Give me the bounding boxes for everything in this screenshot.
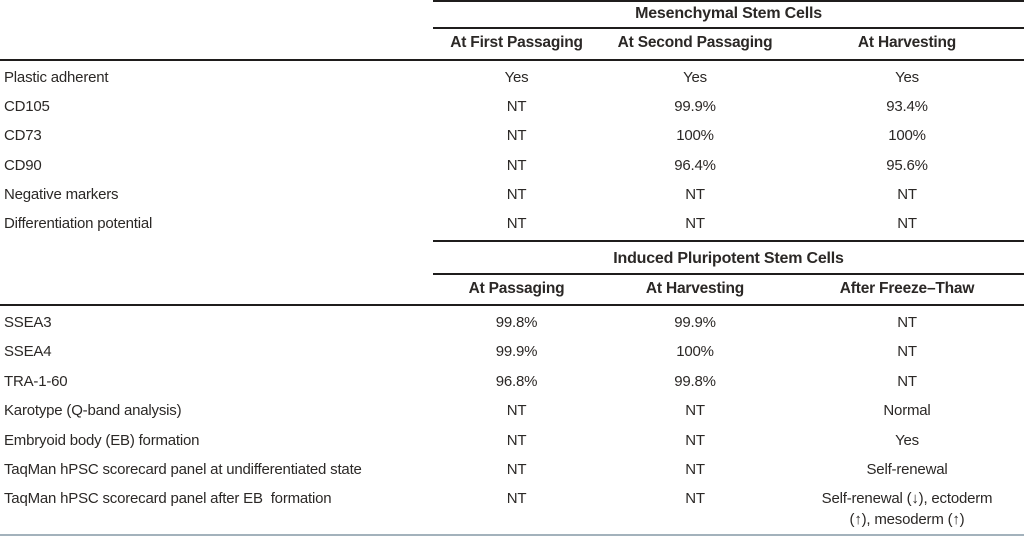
cell-value: NT: [685, 490, 705, 508]
cell-value: NT: [685, 431, 705, 449]
cell-value: 99.9%: [495, 343, 538, 361]
column-header-spacer: [0, 34, 433, 52]
cell-value: NT: [506, 402, 527, 420]
cell-value: NT: [685, 214, 705, 232]
cell-value: Yes: [504, 69, 529, 86]
cell-value: 95.6%: [886, 156, 928, 174]
row-label: CD105: [4, 98, 50, 116]
table-body: Plastic adherent Yes Yes Yes CD105 NT 99.9% 93.…: [0, 63, 1024, 238]
section-title: Induced Pluripotent Stem Cells: [613, 250, 844, 267]
cell-value: NT: [897, 214, 917, 232]
table-body: SSEA3 99.8% 99.9% NT SSEA4 99.9% 100% NT TRA-1-6…: [0, 308, 1024, 530]
section-title: Mesenchymal Stem Cells: [635, 5, 822, 22]
cell-value: 99.8%: [674, 372, 716, 390]
column-header: At Harvesting: [645, 280, 745, 297]
column-header-row: At Passaging At Harvesting After Freeze–…: [0, 280, 1024, 298]
row-label: CD90: [4, 156, 42, 174]
row-label: Negative markers: [4, 185, 119, 203]
cell-value: NT: [506, 156, 527, 174]
column-header: After Freeze–Thaw: [839, 280, 975, 297]
cell-value: NT: [506, 460, 527, 478]
cell-value: Normal: [883, 402, 931, 420]
cell-value: NT: [897, 185, 917, 203]
cell-value: NT: [897, 372, 917, 390]
table-top-rule: [433, 0, 1024, 2]
cell-value: NT: [506, 185, 527, 203]
cell-value: NT: [685, 460, 705, 478]
row-label: SSEA4: [4, 343, 52, 361]
spanner-rule: [433, 27, 1024, 29]
row-label: TaqMan hPSC scorecard panel after EB for…: [4, 490, 332, 508]
row-label: TRA-1-60: [4, 372, 68, 390]
cell-value: Self-renewal (↓), ectoderm (↑), mesoderm…: [821, 490, 993, 529]
cell-value: NT: [506, 490, 527, 508]
cell-value: Yes: [683, 69, 707, 86]
cell-value: 100%: [888, 127, 926, 145]
row-label: Plastic adherent: [4, 69, 109, 86]
cell-value: 99.8%: [495, 314, 538, 331]
cell-value: 100%: [676, 127, 714, 145]
column-header: At Harvesting: [857, 34, 957, 51]
row-label: TaqMan hPSC scorecard panel at undiffere…: [4, 460, 362, 478]
cell-value: 96.8%: [495, 372, 538, 390]
cell-value: 100%: [676, 343, 714, 361]
column-header-spacer: [0, 280, 433, 298]
table-bottom-rule: [0, 534, 1024, 536]
row-label: Karotype (Q-band analysis): [4, 402, 182, 420]
header-rule: [0, 59, 1024, 61]
spanner-rule: [433, 273, 1024, 275]
column-header: At First Passaging: [450, 34, 583, 51]
row-label: SSEA3: [4, 314, 52, 331]
column-header: At Passaging: [468, 280, 565, 297]
cell-value: NT: [685, 402, 705, 420]
row-label: Differentiation potential: [4, 214, 153, 232]
cell-value: 96.4%: [674, 156, 716, 174]
cell-value: Yes: [895, 431, 919, 449]
row-label: CD73: [4, 127, 42, 145]
cell-value: NT: [506, 214, 527, 232]
cell-value: 93.4%: [886, 98, 928, 116]
cell-value: Self-renewal: [866, 460, 948, 478]
table-top-rule: [433, 240, 1024, 242]
cell-value: Yes: [895, 69, 919, 86]
cell-value: NT: [897, 314, 917, 331]
cell-value: NT: [897, 343, 917, 361]
cell-value: NT: [685, 185, 705, 203]
cell-value: 99.9%: [674, 314, 716, 331]
cell-value: NT: [506, 127, 527, 145]
cell-value: 99.9%: [674, 98, 716, 116]
header-rule: [0, 304, 1024, 306]
cell-value: NT: [506, 98, 527, 116]
column-header: At Second Passaging: [617, 34, 773, 51]
column-header-row: At First Passaging At Second Passaging A…: [0, 34, 1024, 52]
cell-value: NT: [506, 431, 527, 449]
row-label: Embryoid body (EB) formation: [4, 431, 200, 449]
